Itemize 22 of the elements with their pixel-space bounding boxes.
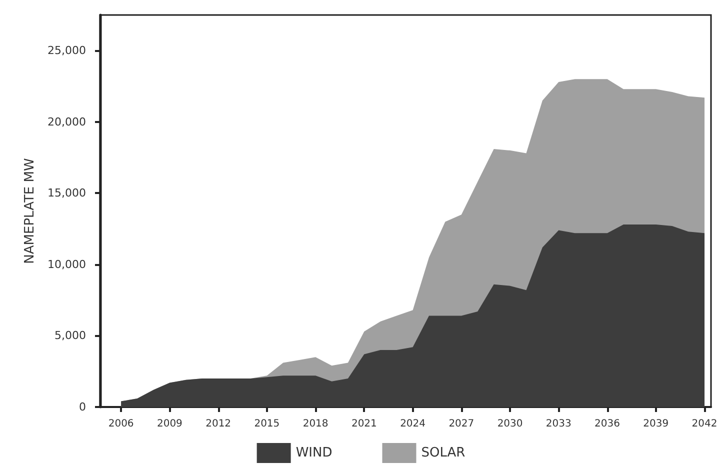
x-tick-label: 2012 (206, 418, 232, 430)
x-tick-label: 2018 (302, 418, 328, 430)
x-tick-label: 2015 (254, 418, 280, 430)
x-tick-label: 2033 (546, 418, 572, 430)
y-tick-label: 15,000 (48, 186, 86, 200)
legend-label: WIND (296, 446, 332, 460)
x-tick-label: 2039 (643, 418, 669, 430)
x-tick-label: 2024 (400, 418, 426, 430)
y-tick-label: 5,000 (54, 329, 86, 342)
legend-label: SOLAR (421, 446, 466, 460)
x-tick-label: 2027 (448, 418, 474, 430)
x-tick-label: 2021 (351, 418, 377, 430)
y-tick-label: 0 (79, 400, 86, 414)
x-tick-label: 2006 (108, 418, 134, 430)
y-tick-label: 10,000 (48, 258, 86, 271)
y-axis-title: NAMEPLATE MW (22, 158, 38, 264)
y-tick-label: 20,000 (48, 115, 86, 128)
x-tick-label: 2042 (692, 418, 718, 430)
x-tick-label: 2009 (156, 418, 182, 430)
y-tick-label: 25,000 (48, 44, 86, 58)
x-tick-label: 2036 (594, 418, 620, 430)
x-tick-label: 2030 (497, 418, 523, 430)
